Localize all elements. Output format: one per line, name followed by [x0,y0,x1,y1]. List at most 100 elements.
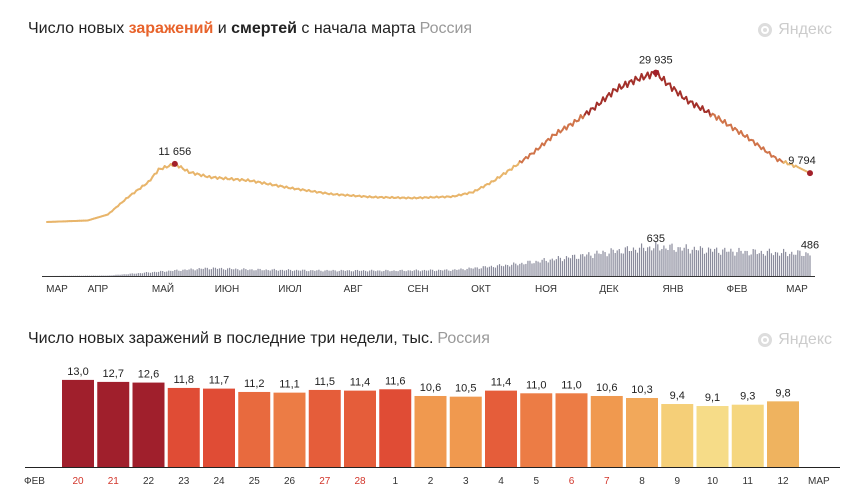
x-tick-label: МАР [786,284,808,295]
death-bar [448,270,450,276]
death-bar [208,269,210,276]
bar-value-label: 10,5 [455,383,476,395]
x-tick-label: 21 [108,476,120,487]
death-bar [300,270,302,276]
death-bar [730,248,732,276]
death-bar [809,255,811,276]
death-bar [805,252,807,276]
death-bar [436,270,438,276]
death-bar [259,268,261,276]
death-bar [251,269,253,276]
death-bar [618,249,620,276]
death-bar [559,257,562,276]
death-bar [738,247,740,276]
death-bar [241,269,243,276]
death-bar [194,270,196,276]
death-bar [604,252,606,276]
x-tick-label: 9 [674,476,680,487]
death-bar [557,256,559,276]
death-bar [103,275,105,277]
death-bar [180,271,182,276]
yandex-logo-2[interactable]: Яндекс [758,331,832,349]
deaths-label: 635 [647,233,665,245]
x-tick-label: ИЮЛ [278,284,301,295]
death-bar [257,268,259,276]
death-bar [655,242,657,276]
death-bar [389,271,391,276]
death-bar [440,270,442,276]
death-bar [429,269,432,276]
death-bar [567,257,570,276]
death-bar [322,271,324,276]
death-bar [273,268,275,276]
death-bar [622,253,624,276]
death-bar [239,270,241,276]
x-tick-label: 6 [569,476,575,487]
death-bar [438,269,440,276]
death-bar [594,253,596,276]
death-bar [742,253,744,276]
death-bar [699,246,702,276]
bar-value-label: 11,6 [385,375,406,387]
death-bar [393,270,395,276]
death-bar [78,275,81,277]
death-bar [527,260,529,276]
death-bar [227,268,229,276]
death-bar [314,270,316,276]
cases-label: 29 935 [639,55,673,67]
death-bar [490,265,493,276]
death-bar [470,268,472,276]
bar-value-label: 13,0 [67,366,88,378]
death-bar [99,275,101,277]
death-bar [537,261,539,276]
death-bar [129,273,131,276]
death-bar [610,248,612,276]
death-bar [237,269,239,276]
bar-value-label: 10,3 [631,384,652,396]
death-bar [107,275,109,277]
death-bar [513,262,515,276]
death-bar [385,269,387,276]
death-bar [172,271,174,276]
death-bar [630,250,633,276]
yandex-logo[interactable]: Яндекс [758,21,832,39]
death-bar [535,260,537,276]
death-bar [614,252,616,276]
death-bar [352,271,355,276]
death-bar [500,265,503,276]
bar [414,395,447,467]
death-bar [502,266,505,276]
death-bar [640,243,643,276]
death-bar [523,264,525,276]
death-bar [780,253,783,276]
x-tick-label: ИЮН [215,284,240,295]
death-bar [151,272,154,276]
death-bar [602,250,604,276]
yandex-logo-icon [758,333,773,347]
cases-label: 11 656 [158,146,191,158]
death-bar [360,270,363,276]
death-bar [125,274,127,276]
death-bar [190,268,192,276]
bar [520,393,553,467]
x-tick-label: 2 [428,476,434,487]
death-bar [442,270,444,276]
death-bar [381,271,383,276]
death-bar [744,250,746,276]
death-bar [324,270,326,276]
death-bar [586,254,588,276]
death-bar [590,255,592,276]
death-bar [787,256,789,276]
death-bar [679,247,681,276]
death-bar [494,267,497,276]
death-bar [93,275,95,277]
death-bar [291,271,294,276]
death-bar [478,268,480,276]
death-bar [170,270,172,276]
death-bar [346,270,348,276]
death-bar [703,253,706,276]
death-bar [543,258,545,276]
x-tick-label: 25 [249,476,261,487]
death-bar [480,268,482,276]
death-bar [160,270,162,276]
